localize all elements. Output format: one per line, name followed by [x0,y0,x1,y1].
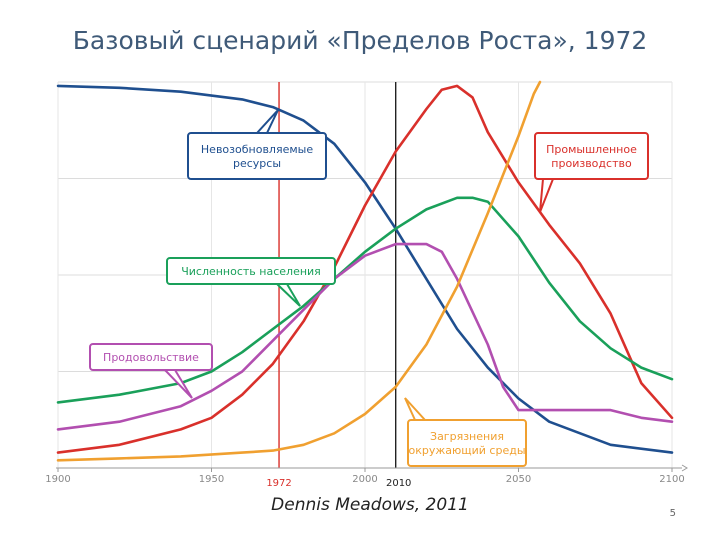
callout-box [166,257,336,285]
series-line-1 [56,84,674,454]
callout-text: производство [551,157,632,170]
callout-text: Продовольствие [103,351,199,364]
callout-box [534,132,649,180]
x-tick-label: 1900 [45,474,70,485]
x-tick-label: 2100 [659,474,684,485]
x-tick-label: 2050 [506,474,531,485]
series-line-2 [56,196,674,404]
callout-text: Загрязнения [430,430,504,443]
callout-2: Численность населения [166,257,336,307]
callout-pointer [256,109,279,134]
x-axis: 1900 1950 2000 2050 2100 [45,464,688,485]
slide-title: Базовый сценарий «Пределов Роста», 1972 [72,26,648,55]
callout-box [407,419,527,467]
callout-text: ресурсы [233,157,281,170]
callout-3: Продовольствие [89,343,213,399]
x-axis-arrow [681,464,688,472]
x-tick-label: 2000 [352,474,377,485]
callout-pointer [539,178,554,213]
marker-label-1972: 1972 [266,478,291,489]
callout-text: Невозобновляемые [201,143,313,156]
callout-pointer [164,369,193,399]
marker-label-2010: 2010 [386,478,411,489]
callout-text: Промышленное [546,143,637,156]
source-credit: Dennis Meadows, 2011 [271,495,469,515]
page-number: 5 [669,508,676,519]
series-line-4 [56,80,542,462]
callout-text: Численность населения [181,265,321,278]
callout-pointer [276,283,301,307]
x-tick-label: 1950 [199,474,224,485]
callout-box [187,132,327,180]
series-lines [56,80,674,462]
callout-pointer [404,397,426,421]
callout-text: окружающий среды [408,444,525,457]
series-line-3 [56,242,674,431]
callout-box [89,343,213,371]
